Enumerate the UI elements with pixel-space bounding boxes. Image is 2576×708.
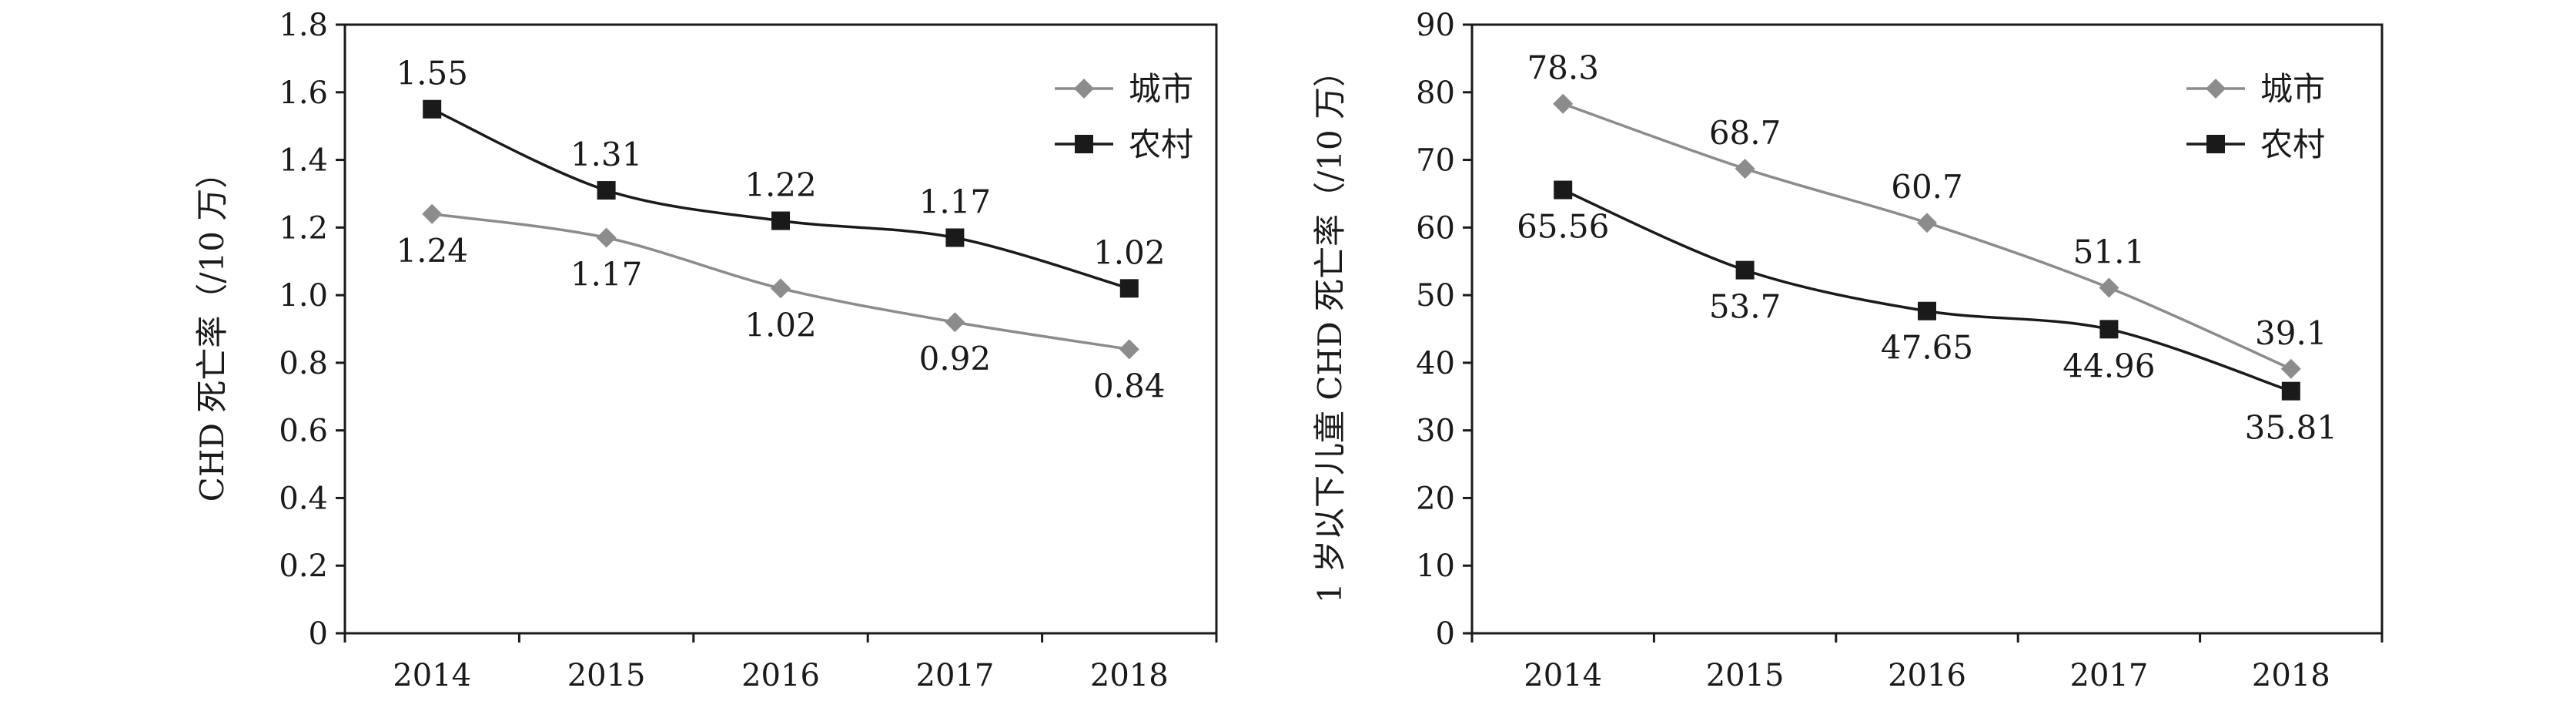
y-tick-label: 1.4: [279, 143, 328, 179]
data-label: 1.22: [744, 166, 817, 204]
y-tick-label: 0.2: [279, 549, 328, 584]
legend-marker: [2206, 135, 2225, 153]
legend-marker: [1075, 135, 1093, 153]
data-label: 1.31: [570, 136, 643, 173]
legend-label: 农村: [2260, 126, 2325, 163]
y-tick-label: 1.6: [279, 75, 328, 111]
data-point: [771, 211, 790, 230]
data-point: [2280, 358, 2301, 379]
data-point: [2099, 320, 2119, 339]
plot-frame: [343, 23, 1218, 635]
data-point: [1735, 158, 1755, 179]
data-point: [945, 228, 965, 247]
x-tick-label: 2018: [2252, 658, 2330, 693]
y-tick-label: 10: [1416, 549, 1455, 584]
y-tick-label: 0: [309, 616, 328, 652]
x-tick-label: 2017: [916, 658, 995, 693]
y-tick-label: 20: [1416, 481, 1455, 516]
data-label: 60.7: [1891, 168, 1963, 206]
y-axis-label: 1 岁以下儿童 CHD 死亡率（/10 万）: [1311, 55, 1349, 603]
y-tick-label: 70: [1416, 143, 1455, 179]
data-point: [1554, 180, 1573, 200]
data-point: [1735, 260, 1755, 280]
data-label: 51.1: [2073, 233, 2146, 270]
data-label: 39.1: [2255, 314, 2327, 352]
x-tick-label: 2016: [1888, 658, 1966, 693]
data-label: 0.84: [1093, 367, 1166, 404]
legend-label: 城市: [1129, 70, 1193, 108]
data-point: [1917, 213, 1937, 233]
data-point: [2281, 381, 2300, 401]
y-tick-label: 50: [1416, 278, 1455, 314]
y-axis-label: CHD 死亡率（/10 万）: [193, 156, 231, 502]
y-tick-label: 0: [1436, 616, 1455, 652]
data-label: 1.02: [1093, 233, 1166, 271]
data-point: [597, 181, 616, 200]
data-point: [422, 203, 443, 224]
data-label: 68.7: [1709, 114, 1781, 152]
data-point: [1918, 301, 1936, 320]
y-tick-label: 60: [1416, 210, 1455, 246]
data-label: 44.96: [2062, 347, 2155, 384]
x-tick-label: 2015: [567, 658, 646, 693]
y-tick-label: 90: [1416, 8, 1455, 43]
y-tick-label: 80: [1416, 75, 1455, 111]
data-label: 53.7: [1709, 288, 1781, 326]
y-tick-label: 30: [1416, 414, 1455, 449]
data-label: 1.24: [396, 232, 468, 270]
data-label: 1.02: [744, 306, 817, 344]
chart-right: 0 10 20 30 40 50 60 70 80 90 2014 2015 2016 2017 2018 1…: [1311, 8, 2384, 693]
x-tick-label: 2014: [393, 658, 471, 693]
data-point: [771, 278, 791, 299]
data-label: 78.3: [1527, 49, 1599, 87]
data-point: [945, 312, 965, 333]
y-tick-label: 1.2: [279, 210, 328, 246]
legend-marker: [2206, 79, 2226, 99]
data-label: 47.65: [1881, 329, 1973, 367]
data-label: 35.81: [2245, 409, 2337, 447]
x-tick-label: 2018: [1090, 658, 1169, 693]
data-point: [1119, 279, 1139, 298]
data-label: 1.55: [396, 55, 468, 92]
plot-frame: [1470, 23, 2384, 635]
x-tick-label: 2015: [1706, 658, 1785, 693]
data-label: 1.17: [570, 256, 643, 294]
chart-left: 0 0.2 0.4 0.6 0.8 1.0 1.2 1.4 1.6 1.8 2014 2015 2016…: [193, 8, 1218, 693]
data-point: [2099, 277, 2119, 298]
data-label: 65.56: [1517, 208, 1609, 246]
x-tick-label: 2017: [2070, 658, 2149, 693]
data-label: 0.92: [919, 340, 992, 377]
data-label: 1.17: [919, 183, 992, 221]
data-point: [423, 99, 442, 119]
y-tick-label: 0.6: [279, 414, 328, 449]
legend-label: 城市: [2260, 70, 2325, 108]
y-tick-label: 1.8: [279, 8, 328, 43]
y-tick-label: 40: [1416, 346, 1455, 381]
y-tick-label: 0.8: [279, 346, 328, 381]
x-tick-label: 2016: [741, 658, 820, 693]
legend-marker: [1074, 79, 1094, 99]
data-point: [596, 227, 617, 248]
x-tick-label: 2014: [1524, 658, 1602, 693]
data-point: [1553, 93, 1574, 114]
y-tick-label: 1.0: [279, 278, 328, 314]
y-tick-label: 0.4: [279, 481, 328, 516]
data-point: [1119, 339, 1139, 360]
legend-label: 农村: [1129, 126, 1193, 163]
